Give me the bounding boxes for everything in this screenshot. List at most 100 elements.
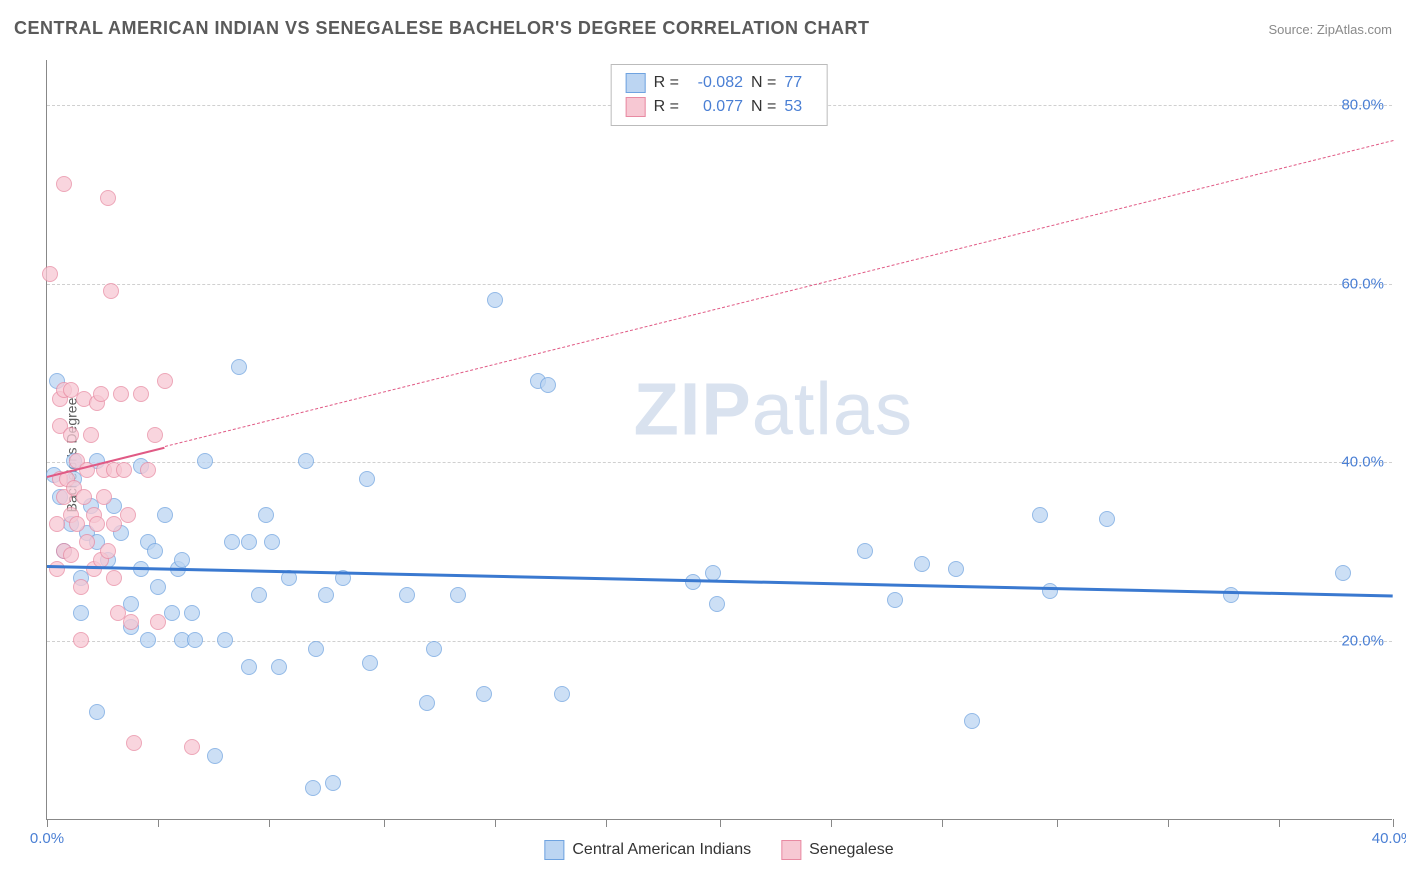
point-series-1 (157, 507, 173, 523)
point-series-2 (76, 489, 92, 505)
point-series-1 (1335, 565, 1351, 581)
point-series-1 (187, 632, 203, 648)
point-series-2 (113, 386, 129, 402)
bottom-legend: Central American Indians Senegalese (544, 840, 893, 860)
legend-item-2: Senegalese (781, 840, 894, 860)
x-tick (47, 819, 48, 827)
point-series-1 (89, 704, 105, 720)
plot-area: ZIPatlas 20.0%40.0%60.0%80.0%0.0%40.0% (46, 60, 1392, 820)
point-series-1 (325, 775, 341, 791)
x-tick (495, 819, 496, 827)
point-series-2 (96, 489, 112, 505)
point-series-1 (197, 453, 213, 469)
x-tick (1168, 819, 1169, 827)
point-series-1 (164, 605, 180, 621)
y-tick-label: 40.0% (1341, 454, 1384, 471)
stats-n-value-2: 53 (784, 98, 812, 116)
watermark: ZIPatlas (634, 367, 913, 452)
point-series-1 (264, 534, 280, 550)
point-series-2 (140, 462, 156, 478)
point-series-2 (83, 427, 99, 443)
point-series-1 (231, 359, 247, 375)
point-series-1 (73, 605, 89, 621)
point-series-1 (419, 695, 435, 711)
point-series-1 (487, 292, 503, 308)
point-series-1 (217, 632, 233, 648)
point-series-2 (56, 176, 72, 192)
point-series-1 (207, 748, 223, 764)
point-series-1 (251, 587, 267, 603)
point-series-1 (224, 534, 240, 550)
point-series-1 (709, 596, 725, 612)
point-series-1 (1032, 507, 1048, 523)
point-series-2 (73, 632, 89, 648)
point-series-1 (308, 641, 324, 657)
y-tick-label: 80.0% (1341, 96, 1384, 113)
chart-container: Bachelor's Degree ZIPatlas 20.0%40.0%60.… (46, 50, 1392, 860)
point-series-2 (42, 266, 58, 282)
point-series-2 (93, 386, 109, 402)
point-series-1 (305, 780, 321, 796)
x-tick (1057, 819, 1058, 827)
point-series-1 (426, 641, 442, 657)
stats-row-1: R = -0.082 N = 77 (626, 71, 813, 95)
point-series-1 (241, 659, 257, 675)
legend-label-2: Senegalese (809, 841, 894, 859)
point-series-1 (123, 596, 139, 612)
stats-box: R = -0.082 N = 77 R = 0.077 N = 53 (611, 64, 828, 126)
point-series-2 (49, 561, 65, 577)
stats-swatch-2 (626, 97, 646, 117)
point-series-1 (271, 659, 287, 675)
point-series-1 (399, 587, 415, 603)
chart-header: CENTRAL AMERICAN INDIAN VS SENEGALESE BA… (14, 18, 1392, 39)
x-tick (158, 819, 159, 827)
watermark-atlas: atlas (752, 368, 913, 451)
point-series-1 (1042, 583, 1058, 599)
point-series-2 (73, 579, 89, 595)
x-tick (1279, 819, 1280, 827)
x-tick (606, 819, 607, 827)
point-series-1 (948, 561, 964, 577)
point-series-2 (103, 283, 119, 299)
y-tick-label: 20.0% (1341, 633, 1384, 650)
point-series-2 (150, 614, 166, 630)
legend-label-1: Central American Indians (572, 841, 751, 859)
point-series-2 (100, 543, 116, 559)
point-series-1 (476, 686, 492, 702)
x-tick (831, 819, 832, 827)
watermark-zip: ZIP (634, 368, 752, 451)
stats-r-value-1: -0.082 (687, 74, 743, 92)
point-series-1 (150, 579, 166, 595)
point-series-2 (79, 534, 95, 550)
point-series-2 (100, 190, 116, 206)
legend-swatch-1 (544, 840, 564, 860)
x-tick (1393, 819, 1394, 827)
point-series-1 (147, 543, 163, 559)
point-series-2 (133, 386, 149, 402)
point-series-1 (362, 655, 378, 671)
stats-swatch-1 (626, 73, 646, 93)
legend-swatch-2 (781, 840, 801, 860)
point-series-1 (174, 552, 190, 568)
point-series-2 (147, 427, 163, 443)
gridline-h (47, 641, 1392, 642)
point-series-1 (914, 556, 930, 572)
point-series-2 (184, 739, 200, 755)
point-series-1 (140, 632, 156, 648)
point-series-1 (359, 471, 375, 487)
point-series-2 (126, 735, 142, 751)
point-series-1 (554, 686, 570, 702)
trendline (165, 140, 1393, 447)
point-series-1 (298, 453, 314, 469)
point-series-1 (1099, 511, 1115, 527)
stats-n-label-2: N = (751, 98, 776, 116)
point-series-1 (887, 592, 903, 608)
point-series-2 (123, 614, 139, 630)
point-series-2 (63, 547, 79, 563)
point-series-1 (258, 507, 274, 523)
point-series-2 (106, 570, 122, 586)
chart-source: Source: ZipAtlas.com (1268, 22, 1392, 37)
stats-r-label-2: R = (654, 98, 679, 116)
point-series-1 (964, 713, 980, 729)
x-tick-label: 40.0% (1372, 830, 1406, 847)
